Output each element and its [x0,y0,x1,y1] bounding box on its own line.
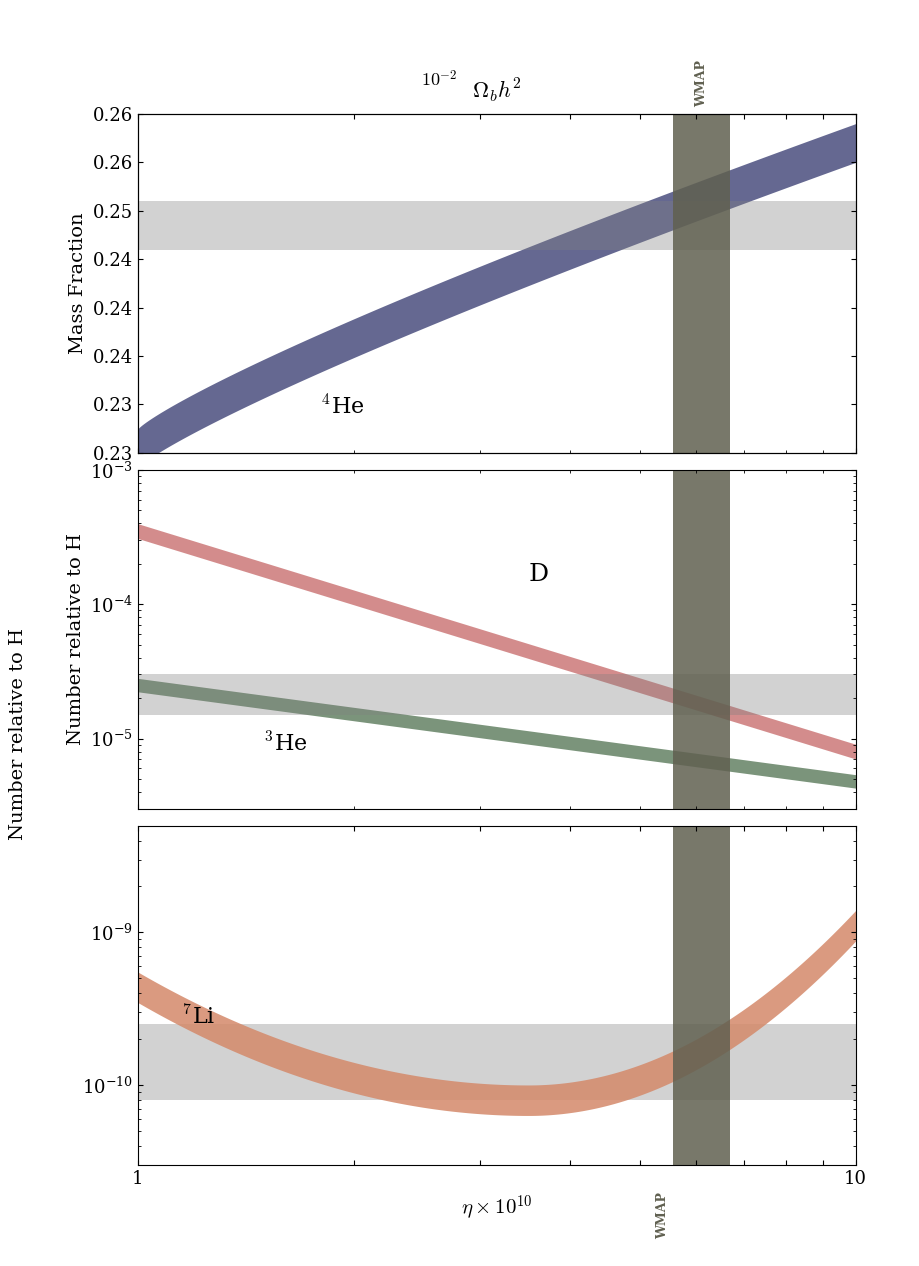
Bar [138,201,855,249]
X-axis label: $\Omega_b h^2$: $\Omega_b h^2$ [471,76,521,104]
Text: D: D [528,562,548,586]
X-axis label: $\eta \times 10^{10}$: $\eta \times 10^{10}$ [460,1193,532,1222]
Text: $^4$He: $^4$He [321,395,364,419]
Text: $^3$He: $^3$He [264,733,308,757]
Text: $10^{-2}$: $10^{-2}$ [421,71,457,91]
Bar [138,675,855,715]
Text: WMAP: WMAP [694,61,708,108]
Text: WMAP: WMAP [655,1191,668,1239]
Text: Number relative to H: Number relative to H [9,628,28,841]
Bar [672,470,730,809]
Bar [138,1024,855,1100]
Bar [672,825,730,1165]
Y-axis label: Number relative to H: Number relative to H [66,533,85,746]
Y-axis label: Mass Fraction: Mass Fraction [69,213,87,354]
Text: $^7$Li: $^7$Li [181,1005,215,1029]
Bar [672,114,730,453]
